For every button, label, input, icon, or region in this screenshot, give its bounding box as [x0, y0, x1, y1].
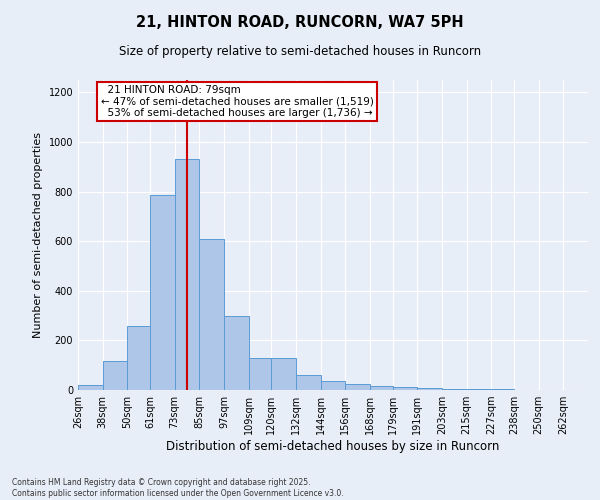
Bar — [271, 358, 296, 390]
Bar — [78, 385, 103, 390]
Y-axis label: Number of semi-detached properties: Number of semi-detached properties — [33, 132, 43, 338]
Text: 21 HINTON ROAD: 79sqm
← 47% of semi-detached houses are smaller (1,519)
  53% of: 21 HINTON ROAD: 79sqm ← 47% of semi-deta… — [101, 85, 373, 118]
Text: Contains HM Land Registry data © Crown copyright and database right 2025.
Contai: Contains HM Land Registry data © Crown c… — [12, 478, 344, 498]
Bar — [224, 316, 248, 390]
Bar — [199, 238, 224, 390]
Bar — [127, 326, 150, 390]
Bar — [442, 389, 467, 390]
Bar — [392, 387, 418, 390]
Bar — [320, 380, 346, 390]
Bar — [346, 384, 370, 390]
Bar — [418, 388, 442, 390]
Bar — [248, 358, 271, 390]
X-axis label: Distribution of semi-detached houses by size in Runcorn: Distribution of semi-detached houses by … — [166, 440, 500, 453]
Text: 21, HINTON ROAD, RUNCORN, WA7 5PH: 21, HINTON ROAD, RUNCORN, WA7 5PH — [136, 15, 464, 30]
Bar — [103, 362, 127, 390]
Bar — [467, 389, 491, 390]
Bar — [175, 160, 199, 390]
Text: Size of property relative to semi-detached houses in Runcorn: Size of property relative to semi-detach… — [119, 45, 481, 58]
Bar — [296, 375, 320, 390]
Bar — [370, 386, 392, 390]
Bar — [150, 196, 175, 390]
